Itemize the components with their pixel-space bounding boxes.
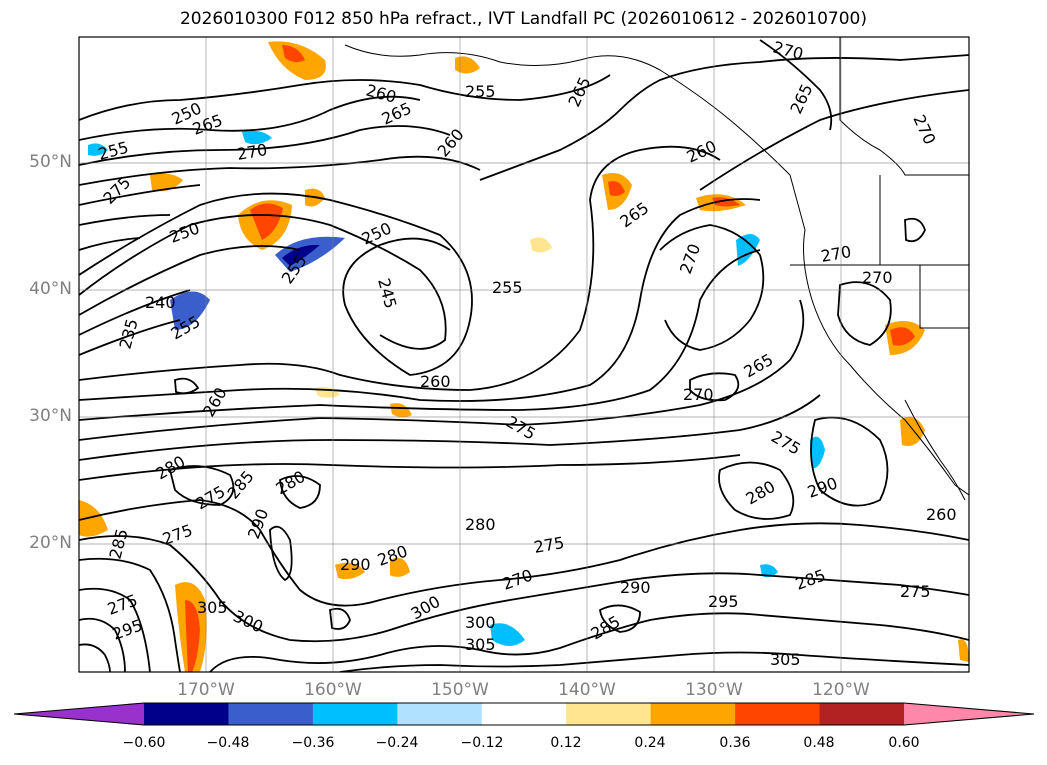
contour-label: 260	[420, 372, 451, 391]
contour-lines	[79, 39, 969, 672]
contour-label: 255	[465, 82, 496, 101]
contour-label: 295	[708, 592, 739, 611]
colorbar-tick: −0.48	[206, 735, 250, 751]
map-frame	[78, 36, 970, 673]
colorbar-segment	[735, 703, 821, 725]
colorbar-tick: −0.36	[291, 735, 335, 751]
colorbar-segment	[819, 703, 905, 725]
lon-label-150w: 150°W	[431, 680, 489, 700]
lat-label-40n: 40°N	[29, 279, 72, 299]
graticule	[79, 37, 969, 672]
colorbar-tick: −0.12	[460, 735, 504, 751]
contour-label: 290	[620, 578, 651, 597]
colorbar-tick: 0.24	[634, 735, 666, 751]
contour-label: 280	[465, 515, 496, 534]
lon-label-140w: 140°W	[558, 680, 616, 700]
colorbar-tick: −0.24	[375, 735, 419, 751]
lon-label-170w: 170°W	[177, 680, 235, 700]
colorbar-tick: 0.48	[803, 735, 835, 751]
lon-label-120w: 120°W	[812, 680, 870, 700]
lat-label-50n: 50°N	[29, 152, 72, 172]
lon-label-130w: 130°W	[685, 680, 743, 700]
coastlines	[344, 37, 969, 501]
colorbar-tick: −0.60	[122, 735, 166, 751]
contour-label: 305	[770, 650, 801, 669]
contour-label: 300	[465, 613, 496, 632]
map-title: 2026010300 F012 850 hPa refract., IVT La…	[179, 9, 867, 29]
contour-label: 290	[340, 555, 371, 574]
colorbar-tick: 0.36	[719, 735, 751, 751]
colorbar-extend-high	[904, 703, 1034, 725]
contour-label: 240	[145, 293, 176, 312]
colorbar-segment	[312, 703, 398, 725]
lat-label-20n: 20°N	[29, 533, 72, 553]
colorbar-tick: 0.12	[550, 735, 582, 751]
colorbar-segment	[228, 703, 314, 725]
contour-label: 260	[926, 505, 957, 524]
contour-label: 305	[197, 598, 228, 617]
contour-label: 305	[465, 635, 496, 654]
contour-label: 270	[862, 268, 893, 287]
colorbar-segment	[481, 703, 567, 725]
colorbar-segment	[566, 703, 652, 725]
anomaly-patches	[79, 41, 969, 672]
colorbar-extend-low	[14, 703, 144, 725]
contour-label: 255	[492, 278, 523, 297]
lon-label-160w: 160°W	[304, 680, 362, 700]
colorbar-segment	[650, 703, 736, 725]
colorbar-segment	[397, 703, 483, 725]
colorbar-tick: 0.60	[888, 735, 920, 751]
contour-label: 270	[683, 385, 714, 404]
lat-label-30n: 30°N	[29, 406, 72, 426]
colorbar-segment	[144, 703, 229, 725]
contour-label: 275	[900, 582, 931, 601]
